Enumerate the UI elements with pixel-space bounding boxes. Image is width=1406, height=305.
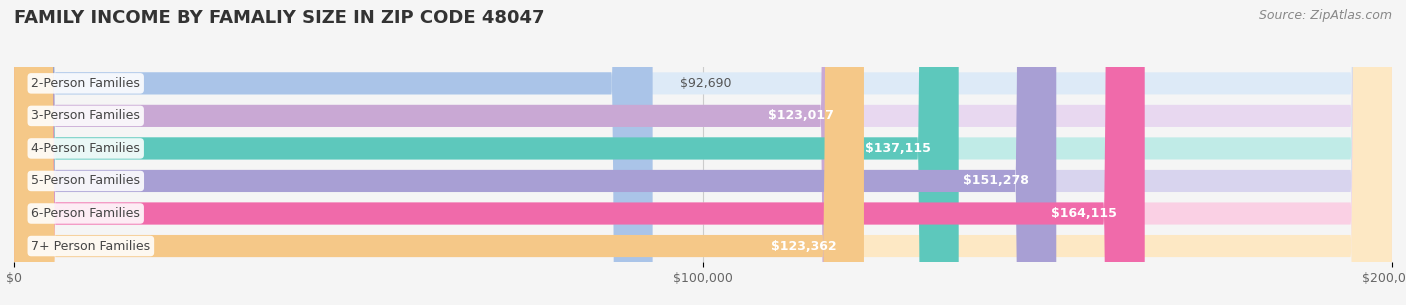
Text: 4-Person Families: 4-Person Families bbox=[31, 142, 141, 155]
Text: $123,362: $123,362 bbox=[770, 239, 837, 253]
FancyBboxPatch shape bbox=[14, 0, 862, 305]
FancyBboxPatch shape bbox=[14, 0, 1392, 305]
Text: $151,278: $151,278 bbox=[963, 174, 1029, 188]
Text: Source: ZipAtlas.com: Source: ZipAtlas.com bbox=[1258, 9, 1392, 22]
FancyBboxPatch shape bbox=[14, 0, 1392, 305]
Text: 3-Person Families: 3-Person Families bbox=[31, 109, 141, 122]
FancyBboxPatch shape bbox=[14, 0, 652, 305]
Text: 7+ Person Families: 7+ Person Families bbox=[31, 239, 150, 253]
Text: $123,017: $123,017 bbox=[768, 109, 834, 122]
Text: $137,115: $137,115 bbox=[865, 142, 931, 155]
FancyBboxPatch shape bbox=[14, 0, 1056, 305]
Text: $92,690: $92,690 bbox=[681, 77, 731, 90]
Text: 5-Person Families: 5-Person Families bbox=[31, 174, 141, 188]
FancyBboxPatch shape bbox=[14, 0, 1392, 305]
Text: FAMILY INCOME BY FAMALIY SIZE IN ZIP CODE 48047: FAMILY INCOME BY FAMALIY SIZE IN ZIP COD… bbox=[14, 9, 544, 27]
Text: $164,115: $164,115 bbox=[1052, 207, 1118, 220]
FancyBboxPatch shape bbox=[14, 0, 959, 305]
FancyBboxPatch shape bbox=[14, 0, 1392, 305]
FancyBboxPatch shape bbox=[14, 0, 1144, 305]
FancyBboxPatch shape bbox=[14, 0, 1392, 305]
Text: 6-Person Families: 6-Person Families bbox=[31, 207, 141, 220]
FancyBboxPatch shape bbox=[14, 0, 863, 305]
FancyBboxPatch shape bbox=[14, 0, 1392, 305]
Text: 2-Person Families: 2-Person Families bbox=[31, 77, 141, 90]
